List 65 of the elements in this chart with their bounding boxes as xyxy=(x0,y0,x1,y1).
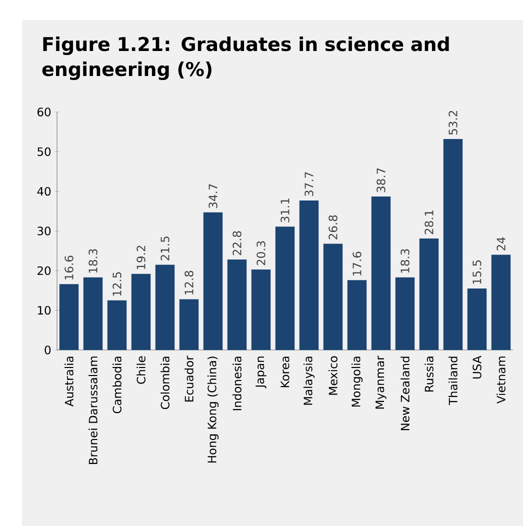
data-label: 24 xyxy=(496,237,506,250)
data-label: 21.5 xyxy=(160,236,170,260)
data-label: 31.1 xyxy=(280,198,290,222)
x-tick-label: Cambodia xyxy=(112,356,122,414)
data-label: 22.8 xyxy=(232,231,242,256)
x-tick-label: Indonesia xyxy=(232,356,242,410)
x-tick-label: Myanmar xyxy=(376,356,386,409)
data-label: 38.7 xyxy=(376,168,386,192)
x-tick-label: Vietnam xyxy=(496,356,506,404)
y-tick-label: 50 xyxy=(38,147,51,156)
bar xyxy=(251,269,271,350)
data-label: 37.7 xyxy=(304,172,314,196)
x-tick-label: Thailand xyxy=(448,356,458,406)
bar xyxy=(443,138,463,350)
data-label: 18.3 xyxy=(400,249,410,273)
bar xyxy=(491,254,511,350)
data-label: 12.5 xyxy=(112,272,122,296)
y-tick-label: 40 xyxy=(37,186,51,196)
bar xyxy=(131,274,151,350)
y-tick-label: 20 xyxy=(38,266,51,276)
data-label: 18.3 xyxy=(88,249,98,273)
bar xyxy=(275,226,295,350)
data-label: 20.3 xyxy=(256,241,266,266)
data-label: 17.6 xyxy=(352,252,362,276)
bar xyxy=(227,260,247,350)
x-tick-label: Mongolia xyxy=(351,356,363,407)
x-tick-label: Brunei Darussalam xyxy=(88,356,98,464)
bar xyxy=(419,238,439,350)
bar xyxy=(395,277,415,350)
data-label: 12.8 xyxy=(184,270,194,294)
x-tick-label: Russia xyxy=(424,356,434,392)
x-tick-label: Ecuador xyxy=(184,356,194,402)
y-tick-label: 60 xyxy=(38,108,51,116)
x-tick-label: Mexico xyxy=(328,356,338,395)
bar xyxy=(83,277,103,350)
bar xyxy=(203,212,223,350)
data-label: 15.5 xyxy=(472,260,482,284)
x-tick-label: USA xyxy=(472,356,482,378)
data-label: 53.2 xyxy=(448,110,458,135)
x-tick-label: Japan xyxy=(256,356,266,388)
y-tick-label: 10 xyxy=(38,306,51,315)
x-tick-label: New Zealand xyxy=(400,356,410,430)
y-tick-label: 30 xyxy=(38,226,51,236)
bar xyxy=(59,284,79,350)
bar xyxy=(467,288,487,350)
bar xyxy=(107,300,127,350)
x-tick-label: Chile xyxy=(136,356,146,384)
data-label: 16.6 xyxy=(64,256,74,280)
x-tick-label: Korea xyxy=(280,356,290,388)
bar xyxy=(299,200,319,350)
x-tick-label: Australia xyxy=(64,356,74,406)
data-label: 28.1 xyxy=(424,210,434,234)
bar xyxy=(347,280,367,350)
data-label: 19.2 xyxy=(136,246,146,270)
bar xyxy=(323,244,343,350)
bar xyxy=(155,264,175,350)
bar xyxy=(371,196,391,350)
x-tick-label: Colombia xyxy=(160,356,170,410)
data-label: 34.7 xyxy=(208,184,218,208)
y-tick-label: 0 xyxy=(44,346,51,354)
chart-title: Figure 1.21: Graduates in science and engineering (%) xyxy=(42,36,449,80)
x-tick-label: Hong Kong (China) xyxy=(207,356,219,463)
x-tick-label: Malaysia xyxy=(303,356,315,405)
bar xyxy=(179,299,199,350)
data-label: 26.8 xyxy=(328,215,338,240)
